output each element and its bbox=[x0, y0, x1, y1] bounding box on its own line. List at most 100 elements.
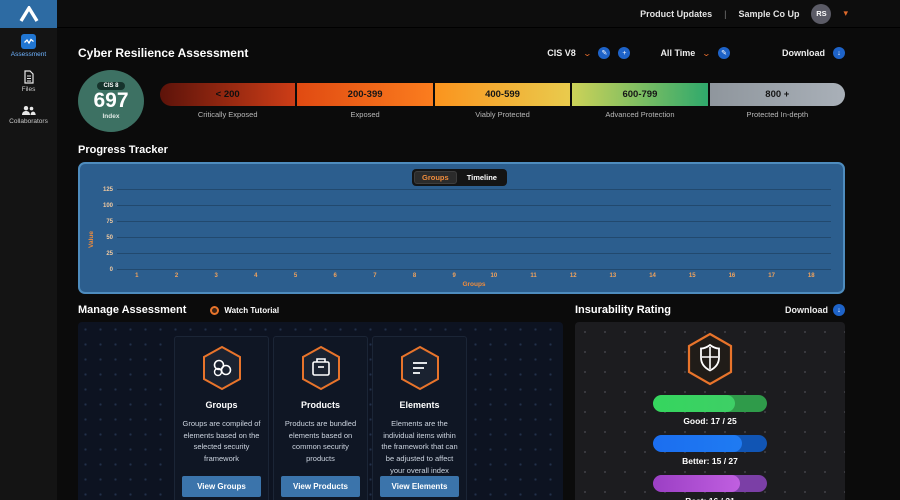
y-tick-label: 100 bbox=[102, 203, 113, 209]
bar-group bbox=[434, 190, 474, 270]
bar-group bbox=[315, 190, 355, 270]
download-icon[interactable]: ↓ bbox=[833, 47, 845, 59]
y-tick-label: 75 bbox=[106, 219, 113, 225]
x-tick-label: 2 bbox=[174, 273, 179, 279]
tab-timeline[interactable]: Timeline bbox=[466, 173, 497, 182]
bar-group bbox=[672, 190, 712, 270]
insurability-download-icon[interactable]: ↓ bbox=[833, 304, 845, 316]
sidebar-item-assessment[interactable]: Assessment bbox=[0, 28, 57, 64]
x-tick-label: 6 bbox=[333, 273, 337, 279]
tab-groups[interactable]: Groups bbox=[414, 171, 457, 184]
pulse-chart-icon bbox=[21, 34, 36, 49]
manage-assessment-panel: Groups Groups are compiled of elements b… bbox=[78, 322, 563, 500]
assessment-header: Cyber Resilience Assessment CIS V8 ⌄ ✎ +… bbox=[78, 46, 845, 60]
play-icon bbox=[210, 305, 220, 315]
groups-hexagon-icon bbox=[201, 345, 243, 391]
time-edit-icon[interactable]: ✎ bbox=[718, 47, 730, 59]
better-rating-bar bbox=[653, 435, 767, 452]
bar-group bbox=[236, 190, 276, 270]
avatar[interactable]: RS bbox=[811, 3, 832, 24]
bar-group bbox=[117, 190, 157, 270]
gridline bbox=[117, 221, 831, 222]
sidebar-item-files[interactable]: Files bbox=[0, 64, 57, 99]
plot-area bbox=[117, 189, 831, 270]
x-tick-label: 1 bbox=[135, 273, 139, 279]
products-card: Products Products are bundled elements b… bbox=[273, 336, 368, 500]
index-caption: Index bbox=[102, 112, 120, 120]
x-axis-title: Groups bbox=[462, 281, 486, 288]
bar-group bbox=[196, 190, 236, 270]
y-tick-label: 0 bbox=[109, 267, 113, 273]
best-rating-fill bbox=[653, 475, 740, 492]
manage-assessment-title: Manage Assessment bbox=[78, 304, 187, 316]
resilience-scale: < 200 200-399 400-599 600-799 800 + Crit… bbox=[160, 83, 846, 119]
card-title: Groups bbox=[205, 400, 238, 410]
scale-segment-label: Protected In-depth bbox=[746, 110, 809, 119]
x-tick-label: 4 bbox=[254, 273, 258, 279]
y-tick-label: 50 bbox=[106, 235, 113, 241]
bar-group bbox=[593, 190, 633, 270]
scale-segment-label: Advanced Protection bbox=[605, 110, 675, 119]
time-range-select[interactable]: All Time bbox=[660, 48, 696, 58]
x-tick-label: 12 bbox=[569, 273, 577, 279]
sidebar-item-collaborators[interactable]: Collaborators bbox=[0, 99, 57, 131]
sidebar-item-label: Files bbox=[21, 86, 36, 93]
account-chevron-down-icon[interactable]: ▾ bbox=[843, 8, 848, 18]
app-logo[interactable] bbox=[0, 0, 57, 28]
insurability-download-label[interactable]: Download bbox=[785, 305, 828, 315]
gridline bbox=[117, 253, 831, 254]
index-value: 697 bbox=[93, 89, 129, 113]
scale-segment-label: Exposed bbox=[350, 110, 380, 119]
scale-segment-label: Viably Protected bbox=[475, 110, 530, 119]
x-tick-label: 18 bbox=[807, 273, 815, 279]
view-groups-button[interactable]: View Groups bbox=[182, 476, 261, 498]
download-label[interactable]: Download bbox=[782, 48, 825, 58]
card-description: Groups are compiled of elements based on… bbox=[182, 419, 261, 463]
resilience-scale-section: CIS 8 697 Index < 200 200-399 400-599 60… bbox=[78, 70, 846, 132]
gridline bbox=[117, 269, 831, 270]
x-tick-label: 3 bbox=[214, 273, 218, 279]
best-rating-label: Best: 16 / 21 bbox=[685, 496, 735, 500]
chart-view-toggle: Groups Timeline bbox=[412, 169, 507, 186]
scale-segment: 200-399 bbox=[297, 83, 433, 106]
x-tick-label: 8 bbox=[412, 273, 417, 279]
gridline bbox=[117, 205, 831, 206]
time-chevron-down-icon[interactable]: ⌄ bbox=[701, 48, 712, 58]
gauge-framework-badge: CIS 8 bbox=[97, 82, 125, 91]
progress-tracker-title: Progress Tracker bbox=[78, 144, 168, 156]
framework-chevron-down-icon[interactable]: ⌄ bbox=[582, 48, 592, 58]
x-tick-label: 17 bbox=[768, 273, 775, 279]
bar-group bbox=[633, 190, 673, 270]
view-elements-button[interactable]: View Elements bbox=[380, 476, 459, 498]
best-rating-bar bbox=[653, 475, 767, 492]
framework-add-icon[interactable]: + bbox=[618, 47, 631, 59]
document-icon bbox=[23, 70, 35, 84]
watch-tutorial-label: Watch Tutorial bbox=[224, 305, 280, 315]
framework-edit-icon[interactable]: ✎ bbox=[598, 47, 611, 59]
card-description: Elements are the individual items within… bbox=[381, 419, 458, 475]
good-rating-bar bbox=[653, 395, 767, 412]
bar-group bbox=[276, 190, 316, 270]
bar-group bbox=[474, 190, 514, 270]
groups-card: Groups Groups are compiled of elements b… bbox=[174, 336, 269, 500]
good-rating-label: Good: 17 / 25 bbox=[683, 416, 737, 426]
sidebar-item-label: Collaborators bbox=[9, 118, 48, 125]
x-tick-label: 16 bbox=[728, 273, 736, 279]
x-tick-label: 11 bbox=[530, 273, 537, 279]
bars-container bbox=[117, 190, 831, 270]
scale-segment: < 200 bbox=[160, 83, 296, 106]
x-axis: 1 2 3 4 5 6 7 8 9 10 11 12 13 14 15 16 17 18 bbox=[117, 273, 831, 279]
scale-segment: 800 + bbox=[709, 83, 846, 106]
bar-group bbox=[355, 190, 395, 270]
topbar: Product Updates | Sample Co Up RS ▾ bbox=[0, 0, 900, 28]
company-name[interactable]: Sample Co Up bbox=[738, 8, 800, 19]
good-rating-fill bbox=[653, 395, 736, 412]
product-updates-link[interactable]: Product Updates bbox=[640, 8, 713, 19]
y-axis-title: Value bbox=[88, 230, 95, 248]
view-products-button[interactable]: View Products bbox=[281, 476, 360, 498]
y-tick-label: 125 bbox=[102, 187, 113, 193]
framework-select[interactable]: CIS V8 bbox=[547, 48, 576, 58]
x-tick-label: 13 bbox=[609, 273, 617, 279]
watch-tutorial-button[interactable]: Watch Tutorial bbox=[210, 305, 280, 315]
